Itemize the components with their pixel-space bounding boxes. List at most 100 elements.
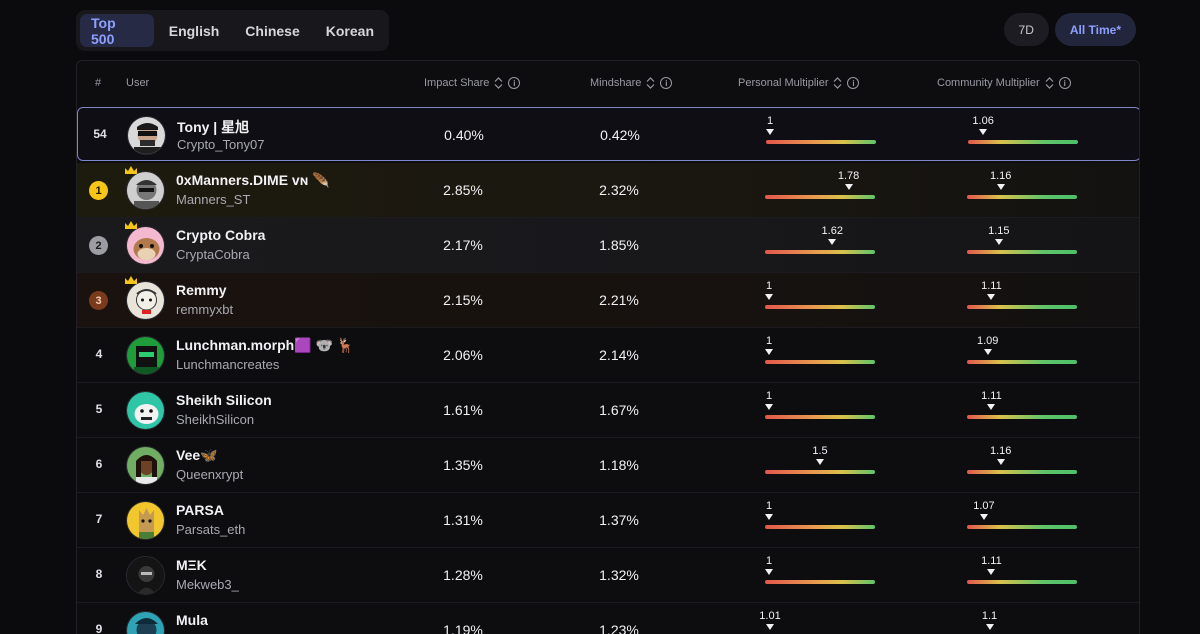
personal-multiplier-marker [816,459,824,465]
personal-multiplier-bar: 1 [765,328,880,368]
info-icon[interactable]: i [847,77,860,89]
table-row[interactable]: 4 Lunchman.morph🟪 🐨 🦌 Lunchmancreates 2.… [77,328,1139,383]
community-multiplier-marker [983,349,992,355]
personal-multiplier-value: 1.62 [821,225,843,237]
community-multiplier-marker [996,459,1005,465]
rank-number: 5 [95,402,103,416]
community-multiplier-value: 1.16 [989,170,1012,182]
avatar[interactable] [127,116,166,155]
rank-number: 9 [95,622,103,634]
user-handle: SheikhSilicon [176,412,255,427]
filter-all-time-button[interactable]: All Time* [1054,13,1136,46]
user-name: Sheikh Silicon [176,392,272,408]
avatar[interactable] [126,391,165,430]
avatar[interactable] [126,226,165,265]
info-icon[interactable]: i [1058,77,1071,89]
sort-icon[interactable] [646,77,655,89]
rank-number: 6 [95,457,103,471]
impact-share-value: 0.40% [444,127,484,143]
avatar[interactable] [126,446,165,485]
community-multiplier-bar: 1.1 [967,603,1082,634]
personal-multiplier-bar: 1.62 [765,218,880,258]
personal-multiplier-bar: 1 [765,383,880,423]
gold-medal-badge: 1 [89,181,108,200]
personal-multiplier-track [765,360,875,364]
personal-multiplier-bar: 1 [765,493,880,533]
community-multiplier-bar: 1.16 [967,163,1082,203]
personal-multiplier-track [765,305,875,309]
col-personal-header[interactable]: Personal Multiplier i [738,77,860,89]
user-handle: Parsats_eth [176,522,246,537]
personal-multiplier-bar: 1 [765,548,880,588]
table-row[interactable]: 1 0xManners.DIME ᴠɴ 🪶 Manners_ST 2.85% 2… [77,163,1139,218]
personal-multiplier-value: 1 [765,390,773,402]
community-multiplier-value: 1.11 [981,280,1002,292]
table-row[interactable]: 9 Mula 1.19% 1.23% 1.01 1.1 [77,603,1139,634]
col-personal-label: Personal Multiplier [738,77,829,89]
tab-english[interactable]: English [168,22,220,39]
user-name: Crypto Cobra [176,227,266,243]
mindshare-value: 1.23% [599,622,639,634]
col-rank-label: # [95,77,102,89]
table-row[interactable]: 5 Sheikh Silicon SheikhSilicon 1.61% 1.6… [77,383,1139,438]
table-row[interactable]: 7 PARSA Parsats_eth 1.31% 1.37% 1 1.07 [77,493,1139,548]
user-handle: Queenxrypt [176,467,244,482]
mindshare-value: 0.42% [600,127,640,143]
personal-multiplier-track [765,250,875,254]
avatar[interactable] [126,171,165,210]
col-community-header[interactable]: Community Multiplier i [937,77,1071,89]
avatar[interactable] [126,336,165,375]
personal-multiplier-marker [828,239,837,245]
filter-7d-button[interactable]: 7D [1003,13,1049,46]
avatar[interactable] [126,611,165,634]
tab-korean[interactable]: Korean [325,22,374,39]
col-mindshare-header[interactable]: Mindshare i [590,77,673,89]
table-row[interactable]: 3 Remmy remmyxbt 2.15% 2.21% 1 1.11 [77,273,1139,328]
personal-multiplier-value: 1 [765,500,773,512]
impact-share-value: 2.85% [443,182,483,198]
community-multiplier-track [967,415,1077,419]
sort-icon[interactable] [1045,77,1054,89]
personal-multiplier-value: 1 [765,335,773,347]
info-icon[interactable]: i [508,77,521,89]
silver-medal-badge: 2 [89,236,108,255]
personal-multiplier-marker [765,349,773,355]
avatar[interactable] [126,501,165,540]
community-multiplier-bar: 1.06 [968,108,1083,148]
col-user-label: User [126,77,150,89]
community-multiplier-track [967,470,1077,474]
personal-multiplier-track [765,580,875,584]
info-icon[interactable]: i [660,77,673,89]
community-multiplier-bar: 1.15 [967,218,1082,258]
personal-multiplier-marker [766,624,775,630]
personal-multiplier-value: 1 [766,115,774,127]
personal-multiplier-value: 1.78 [837,170,860,182]
user-handle: Crypto_Tony07 [177,137,265,152]
community-multiplier-bar: 1.11 [967,383,1082,423]
user-name: MΞK [176,557,207,573]
language-tabs: Top 500 English Chinese Korean [76,10,389,51]
user-name: PARSA [176,502,224,518]
personal-multiplier-bar: 1.01 [759,603,880,634]
col-impact-header[interactable]: Impact Share i [424,77,521,89]
community-multiplier-value: 1.11 [981,555,1002,567]
sort-icon[interactable] [494,77,503,89]
tab-top-500[interactable]: Top 500 [80,14,154,47]
personal-multiplier-value: 1 [765,555,773,567]
impact-share-value: 2.06% [443,347,483,363]
mindshare-value: 1.32% [599,567,639,583]
table-row[interactable]: 6 Vee🦋 Queenxrypt 1.35% 1.18% 1.5 1.16 [77,438,1139,493]
crown-icon [125,221,137,229]
current-user-row[interactable]: 54 Tony | 星旭 Crypto_Tony07 0.40% 0.42% 1… [77,107,1139,161]
table-row[interactable]: 8 MΞK Mekweb3_ 1.28% 1.32% 1 1.11 [77,548,1139,603]
rank-number: 8 [95,567,103,581]
user-name: Tony | 星旭 [177,119,250,135]
table-row[interactable]: 2 Crypto Cobra CryptaCobra 2.17% 1.85% 1… [77,218,1139,273]
avatar[interactable] [126,281,165,320]
avatar[interactable] [126,556,165,595]
user-handle: CryptaCobra [176,247,250,262]
sort-icon[interactable] [833,77,842,89]
col-community-label: Community Multiplier [937,77,1040,89]
tab-chinese[interactable]: Chinese [245,22,300,39]
community-multiplier-marker [979,514,988,520]
